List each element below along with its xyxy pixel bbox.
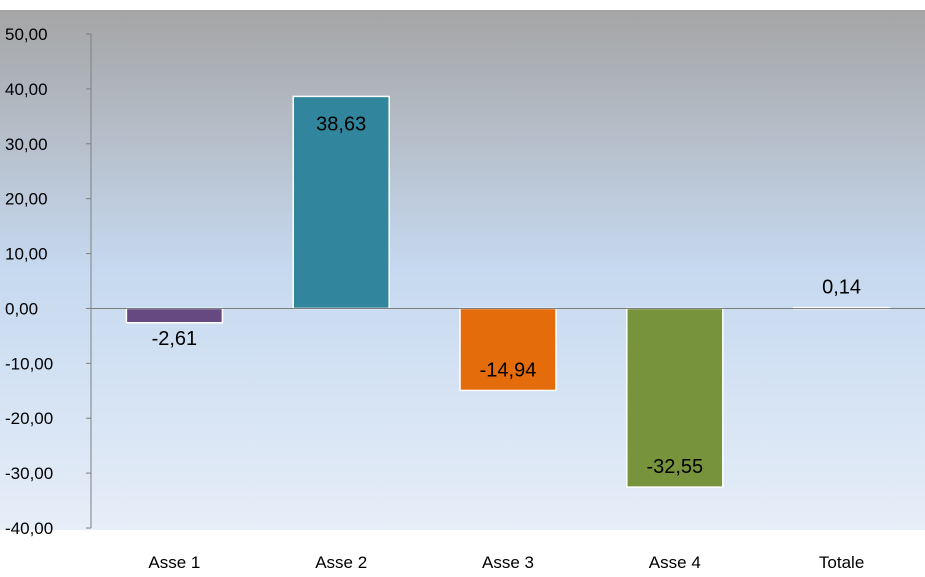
x-category-label: Asse 3 [482, 553, 534, 572]
data-label: 38,63 [316, 113, 366, 135]
bar-asse-4 [626, 307, 724, 488]
x-category-label: Asse 1 [148, 553, 200, 572]
data-label: 0,14 [822, 277, 861, 299]
x-category-label: Asse 2 [315, 553, 367, 572]
x-category-label: Asse 4 [649, 553, 701, 572]
bar-asse-1 [125, 307, 224, 324]
y-tick-label: -30,00 [5, 464, 53, 483]
y-tick-label: 30,00 [5, 135, 48, 154]
plot-background [0, 10, 925, 530]
y-tick-label: 0,00 [5, 299, 38, 318]
y-tick-label: -40,00 [5, 519, 53, 538]
x-axis-labels: Asse 1 Asse 2 Asse 3 Asse 4 Totale [148, 553, 864, 572]
data-label: -14,94 [480, 359, 537, 381]
y-tick-label: 10,00 [5, 245, 48, 264]
data-label: -2,61 [152, 328, 198, 350]
bar-asse-2 [292, 95, 390, 310]
x-category-label: Totale [819, 553, 864, 572]
y-tick-label: -20,00 [5, 409, 53, 428]
data-label: -32,55 [646, 456, 703, 478]
y-axis: 50,00 40,00 30,00 20,00 10,00 0,00 -10,00 -20,0… [5, 25, 92, 538]
bars: -2,61 38,63 -14,94 -32,55 0,14 [91, 95, 925, 488]
y-tick-label: 20,00 [5, 190, 48, 209]
y-tick-label: -10,00 [5, 354, 53, 373]
y-tick-label: 50,00 [5, 25, 48, 44]
y-tick-label: 40,00 [5, 80, 48, 99]
